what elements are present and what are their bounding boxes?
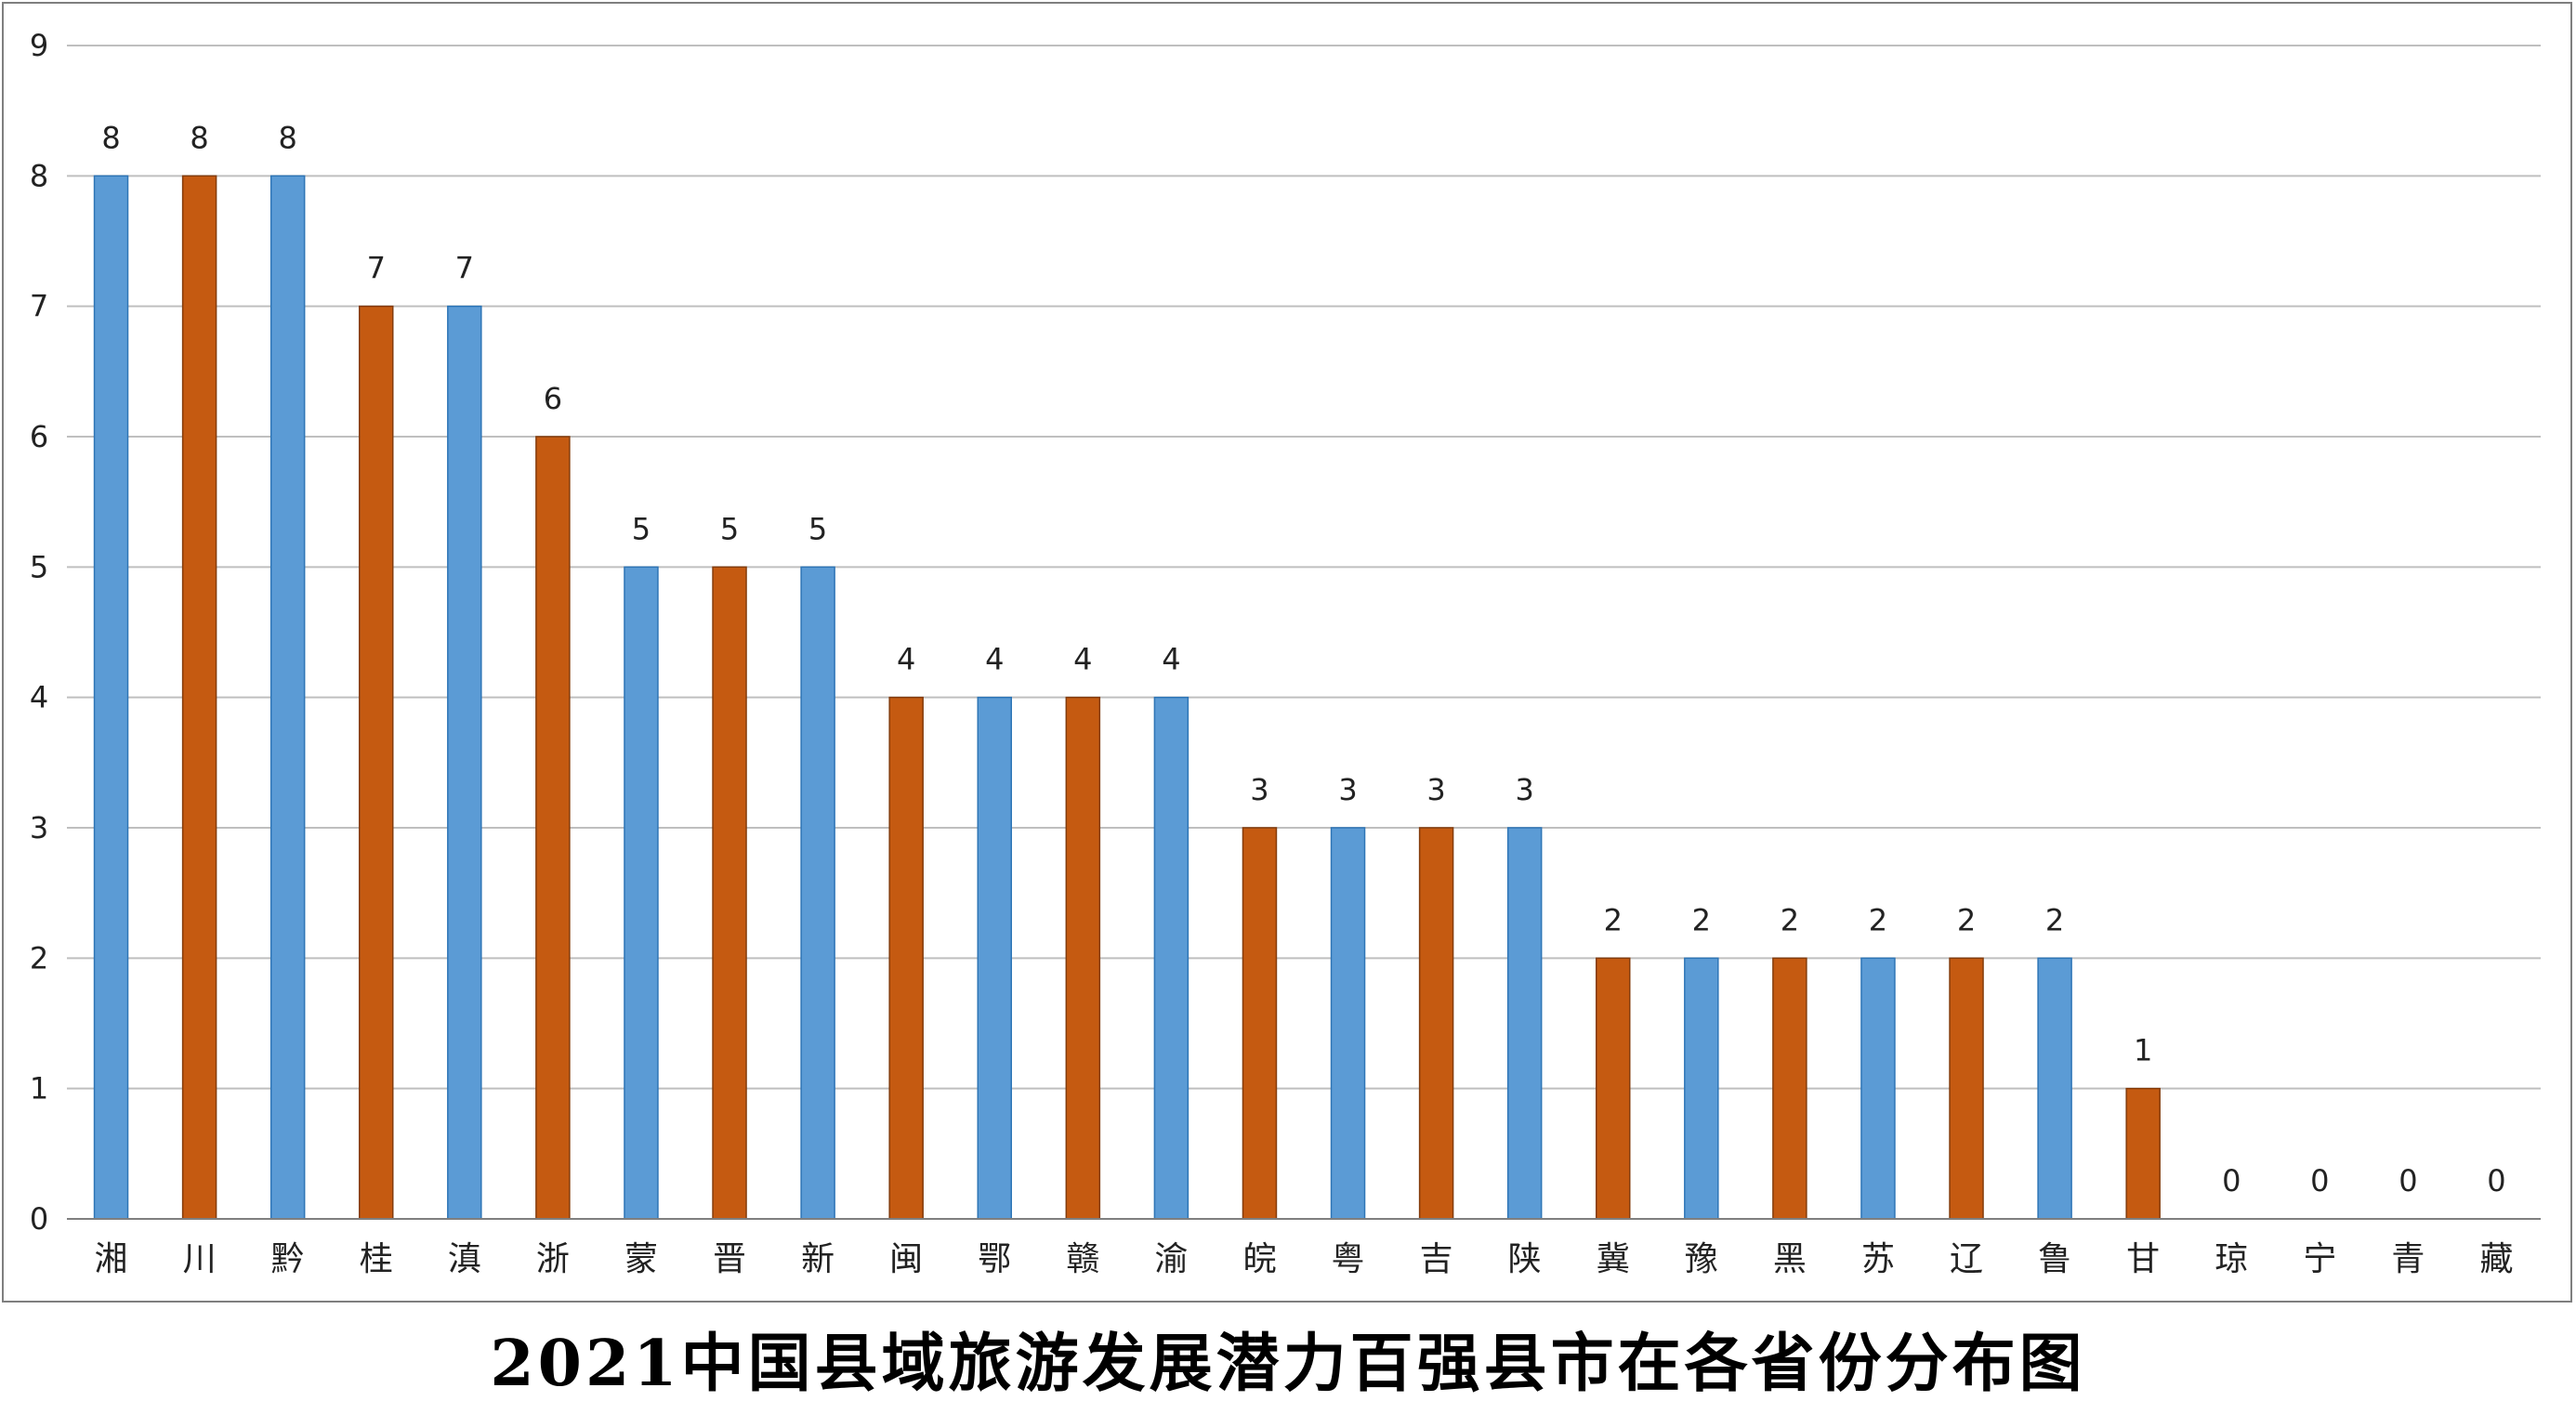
data-label: 2 [1692, 902, 1711, 937]
x-tick-label: 桂 [360, 1240, 393, 1278]
data-label: 4 [1073, 642, 1092, 677]
bar [181, 175, 217, 1220]
bar [447, 305, 482, 1220]
bar [359, 305, 394, 1220]
bar [1418, 827, 1454, 1220]
data-label: 0 [2222, 1163, 2241, 1198]
y-tick-label: 0 [30, 1201, 48, 1237]
data-label: 3 [1426, 772, 1445, 807]
data-label: 7 [455, 251, 474, 286]
x-tick-label: 渝 [1154, 1240, 1188, 1278]
data-label: 3 [1515, 772, 1533, 807]
x-tick-label: 陕 [1508, 1240, 1542, 1278]
chart-frame: 0 1 2 3 4 5 6 7 8 9 8 湘 8 川 8 黔 7 桂 7 滇 6 浙 5 蒙 5 晋 5 新 4 闽 4 鄂 4 赣 4 渝 3 皖 3 粤… [2, 2, 2572, 1303]
bar [1153, 696, 1189, 1220]
x-tick-label: 藏 [2479, 1240, 2513, 1278]
x-tick-label: 宁 [2303, 1240, 2336, 1278]
data-label: 7 [367, 251, 386, 286]
data-label: 0 [2487, 1163, 2505, 1198]
data-label: 4 [897, 642, 915, 677]
x-tick-label: 蒙 [624, 1240, 658, 1278]
bar [712, 566, 747, 1220]
bar [1065, 696, 1101, 1220]
data-label: 6 [544, 381, 562, 416]
bar-chart: 0 1 2 3 4 5 6 7 8 9 8 湘 8 川 8 黔 7 桂 7 滇 6 浙 5 蒙 5 晋 5 新 4 闽 4 鄂 4 赣 4 渝 3 皖 3 粤… [30, 28, 2541, 1278]
x-tick-label: 新 [801, 1240, 835, 1278]
x-tick-label: 黑 [1773, 1240, 1807, 1278]
bar [1949, 957, 1984, 1220]
bar [800, 566, 835, 1220]
data-label: 2 [1604, 902, 1623, 937]
x-tick-label: 甘 [2126, 1240, 2160, 1278]
x-tick-label: 粤 [1332, 1240, 1365, 1278]
data-label: 3 [1338, 772, 1357, 807]
data-label: 1 [2134, 1033, 2152, 1068]
y-tick-label: 8 [30, 158, 48, 193]
bar [2125, 1087, 2161, 1220]
bar [1596, 957, 1631, 1220]
data-label: 4 [1162, 642, 1180, 677]
data-label: 2 [2045, 902, 2064, 937]
y-tick-label: 5 [30, 549, 48, 584]
x-tick-label: 晋 [713, 1240, 746, 1278]
x-tick-label: 青 [2391, 1240, 2425, 1278]
x-tick-label: 皖 [1242, 1240, 1276, 1278]
y-tick-label: 1 [30, 1071, 48, 1106]
bar [1684, 957, 1719, 1220]
x-tick-label: 豫 [1685, 1240, 1718, 1278]
data-label: 2 [1781, 902, 1799, 937]
y-tick-label: 6 [30, 419, 48, 454]
bar [93, 175, 129, 1220]
data-label: 0 [2310, 1163, 2329, 1198]
y-tick-label: 3 [30, 810, 48, 845]
x-tick-label: 苏 [1861, 1240, 1895, 1278]
x-tick-label: 川 [183, 1240, 217, 1278]
x-tick-label: 鲁 [2038, 1240, 2071, 1278]
data-label: 5 [632, 511, 651, 546]
data-label: 2 [1869, 902, 1887, 937]
x-tick-label: 黔 [271, 1240, 305, 1278]
x-tick-label: 吉 [1420, 1240, 1453, 1278]
x-tick-label: 赣 [1066, 1240, 1099, 1278]
y-tick-label: 7 [30, 289, 48, 324]
data-label: 8 [101, 120, 120, 155]
bar [1242, 827, 1278, 1220]
x-tick-label: 湘 [95, 1240, 128, 1278]
x-tick-label: 冀 [1597, 1240, 1630, 1278]
data-label: 4 [985, 642, 1004, 677]
data-label: 0 [2399, 1163, 2417, 1198]
y-tick-label: 9 [30, 28, 48, 63]
bar [1330, 827, 1366, 1220]
data-label: 8 [190, 120, 208, 155]
chart-title: 2021中国县域旅游发展潜力百强县市在各省份分布图 [490, 1327, 2086, 1401]
x-tick-label: 鄂 [978, 1240, 1011, 1278]
x-tick-label: 琼 [2215, 1240, 2248, 1278]
x-tick-label: 辽 [1950, 1240, 1983, 1278]
bar [1506, 827, 1543, 1220]
bar [1860, 957, 1896, 1220]
data-label: 3 [1250, 772, 1268, 807]
x-tick-label: 浙 [536, 1240, 570, 1278]
data-label: 2 [1957, 902, 1976, 937]
bar [269, 175, 306, 1220]
bar [624, 566, 659, 1220]
data-label: 8 [278, 120, 296, 155]
bar [1772, 957, 1807, 1220]
bar [977, 696, 1012, 1220]
data-label: 5 [808, 511, 827, 546]
bar [535, 436, 571, 1220]
bar [888, 696, 924, 1220]
y-tick-label: 4 [30, 680, 48, 715]
y-tick-label: 2 [30, 940, 48, 975]
data-label: 5 [720, 511, 739, 546]
x-tick-label: 闽 [889, 1240, 923, 1278]
x-tick-label: 滇 [448, 1240, 481, 1278]
bar [2037, 957, 2072, 1220]
